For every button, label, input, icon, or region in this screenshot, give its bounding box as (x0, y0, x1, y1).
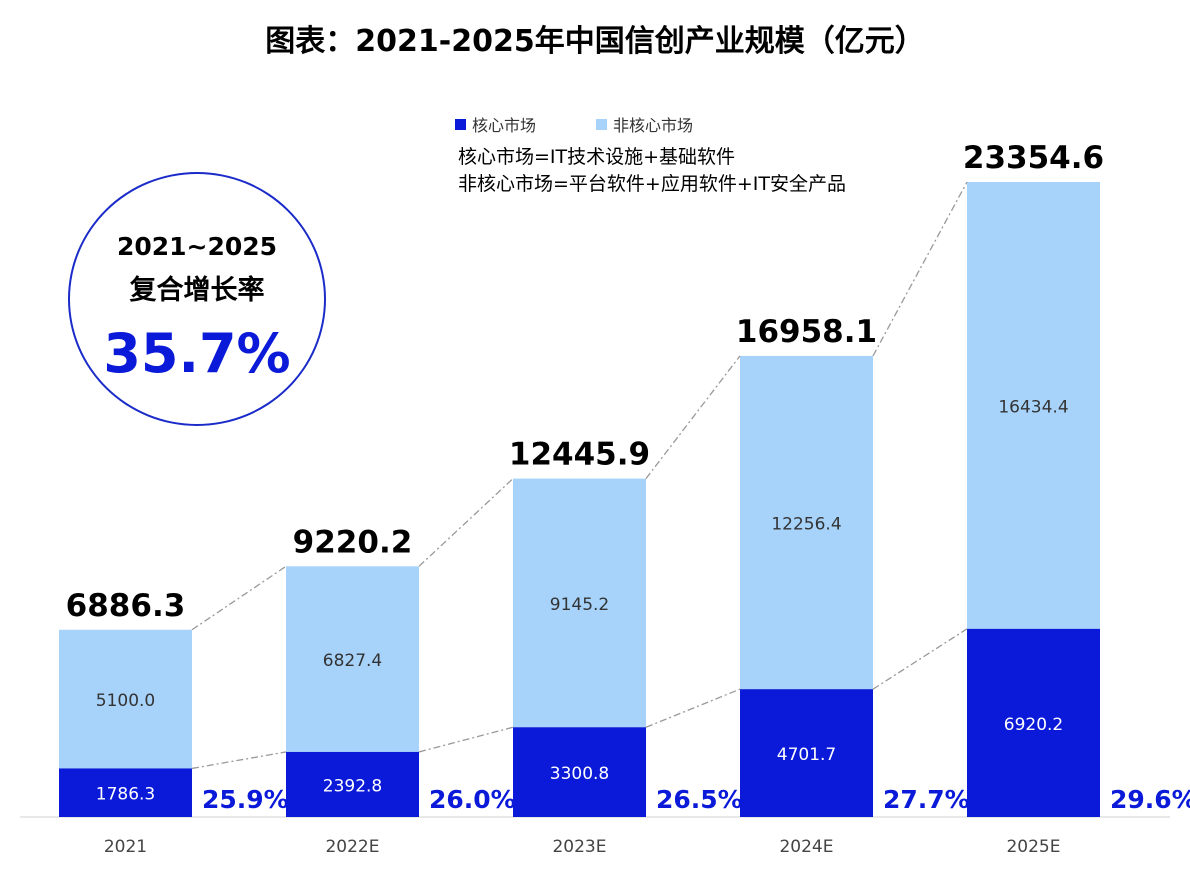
cagr-value: 35.7% (103, 322, 291, 385)
data-label-noncore: 12256.4 (771, 515, 841, 535)
chart-legend: 核心市场 非核心市场 (455, 112, 693, 136)
x-tick-label: 2022E (325, 837, 379, 857)
connector-total (872, 181, 968, 357)
data-label-core: 2392.8 (323, 776, 382, 796)
legend-swatch-core (455, 118, 466, 130)
data-label-core: 4701.7 (777, 745, 836, 765)
data-label-noncore: 6827.4 (323, 651, 382, 671)
chart-title: 图表：2021-2025年中国信创产业规模（亿元） (265, 24, 925, 59)
x-tick-label: 2023E (552, 837, 606, 857)
note-core-definition: 核心市场=IT技术设施+基础软件 (458, 146, 736, 168)
bar-noncore-2021 (59, 629, 192, 769)
legend-swatch-noncore (596, 118, 608, 130)
data-label-core-share: 27.7% (883, 785, 970, 814)
connector-total (191, 565, 287, 631)
cagr-period: 2021~2025 (116, 232, 278, 261)
bar-noncore-2023E (513, 478, 646, 728)
bar-core-2022E (286, 751, 419, 817)
data-label-noncore: 16434.4 (998, 397, 1068, 417)
x-tick-label: 2024E (779, 837, 833, 857)
data-label-total: 9220.2 (293, 524, 413, 560)
legend-label-core: 核心市场 (472, 116, 537, 135)
data-label-core-share: 25.9% (202, 785, 289, 814)
cagr-badge: 2021~2025 复合增长率 35.7% (68, 172, 326, 426)
legend-item-core: 核心市场 (455, 112, 536, 136)
data-label-noncore: 5100.0 (96, 691, 155, 711)
data-label-total: 16958.1 (736, 314, 877, 350)
note-noncore-definition: 非核心市场=平台软件+应用软件+IT安全产品 (458, 173, 846, 195)
data-label-core-share: 29.6% (1110, 785, 1190, 814)
x-tick-label: 2021 (104, 837, 147, 857)
connector-total (645, 355, 741, 479)
legend-label-noncore: 非核心市场 (613, 116, 694, 135)
data-label-noncore: 9145.2 (550, 595, 609, 615)
bar-noncore-2022E (286, 566, 419, 752)
bar-core-2023E (513, 727, 646, 817)
connector-core (872, 628, 968, 690)
bar-noncore-2025E (967, 182, 1100, 629)
bar-core-2024E (740, 689, 873, 817)
data-label-total: 12445.9 (509, 437, 650, 473)
data-label-total: 23354.6 (963, 140, 1104, 176)
data-label-core: 1786.3 (96, 785, 155, 805)
data-label-core: 3300.8 (550, 764, 609, 784)
x-tick-label: 2025E (1006, 837, 1060, 857)
data-label-core: 6920.2 (1004, 715, 1063, 735)
data-label-core-share: 26.5% (656, 785, 743, 814)
bar-noncore-2024E (740, 355, 873, 690)
connector-core (418, 726, 514, 753)
cagr-label: 复合增长率 (129, 275, 265, 306)
connector-total (418, 478, 514, 567)
bar-core-2021 (59, 768, 192, 817)
definition-note: 核心市场=IT技术设施+基础软件 非核心市场=平台软件+应用软件+IT安全产品 (458, 144, 846, 198)
connector-core (645, 688, 741, 728)
data-label-total: 6886.3 (66, 588, 186, 624)
bar-core-2025E (967, 628, 1100, 817)
data-label-core-share: 26.0% (429, 785, 516, 814)
connector-core (191, 751, 287, 770)
legend-item-noncore: 非核心市场 (596, 112, 693, 136)
